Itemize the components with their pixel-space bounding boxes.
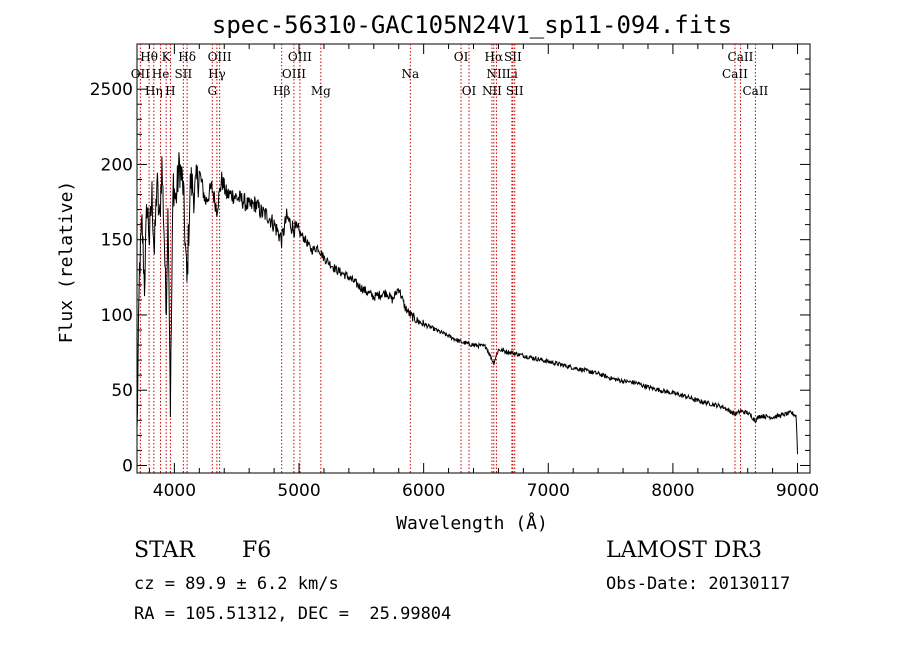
spectral-line-label: H <box>165 84 175 98</box>
y-axis-label: Flux (relative) <box>56 181 77 344</box>
y-tick-label: 0 <box>122 456 133 476</box>
spectral-line-label: OI <box>462 84 477 98</box>
x-tick-label: 8000 <box>651 481 694 501</box>
spectral-line-label: OII <box>131 67 151 81</box>
y-tick-label: 100 <box>101 306 133 326</box>
spectral-line-label: Hδ <box>178 50 196 64</box>
x-tick-label: 5000 <box>277 481 320 501</box>
spectral-line-label: K <box>162 50 172 64</box>
survey-name: LAMOST DR3 <box>606 538 762 563</box>
spectral-line-label: NII <box>482 84 502 98</box>
chart-title: spec-56310-GAC105N24V1_sp11-094.fits <box>212 11 732 39</box>
spectral-line-label: NII <box>486 67 506 81</box>
spectral-line-label: CaII <box>728 50 754 64</box>
spectral-line-label: Hη <box>145 84 163 98</box>
spectral-line-label: He <box>152 67 170 81</box>
x-tick-label: 6000 <box>402 481 445 501</box>
y-tick-label: 50 <box>111 381 133 401</box>
spectral-line-label: Mg <box>311 84 331 98</box>
spectral-line-label: SII <box>504 50 522 64</box>
spectral-line-label: SII <box>175 67 193 81</box>
spectral-line-label: Hα <box>485 50 504 64</box>
x-tick-label: 4000 <box>153 481 196 501</box>
spectral-line-label: CaII <box>722 67 748 81</box>
redshift-velocity: cz = 89.9 ± 6.2 km/s <box>134 574 339 594</box>
axis-ticks: 4000 5000 6000 7000 8000 9000 0 50 100 150 200 2500 <box>90 44 819 501</box>
spectral-line-label: OIII <box>208 50 232 64</box>
spectral-line-label: Hγ <box>208 67 226 81</box>
x-axis-label: Wavelength (Å) <box>396 512 548 534</box>
spectral-line-label: Hβ <box>273 84 290 98</box>
spectral-line-markers <box>139 44 756 473</box>
plot-frame <box>136 43 811 474</box>
object-class: STAR <box>134 538 195 563</box>
spectral-subclass: F6 <box>242 538 272 563</box>
spectral-line-label: G <box>207 84 217 98</box>
spectrum-series-line <box>136 152 798 455</box>
y-tick-label: 200 <box>101 155 133 175</box>
spectral-line-label: Li <box>506 67 518 81</box>
spectral-line-label: OIII <box>282 67 306 81</box>
spectral-line-label: OIII <box>288 50 312 64</box>
spectral-line-label: Na <box>401 67 419 81</box>
x-tick-label: 7000 <box>527 481 570 501</box>
spectral-line-label: Hθ <box>140 50 158 64</box>
sky-coordinates: RA = 105.51312, DEC = 25.99804 <box>134 604 452 624</box>
spectral-line-label: CaII <box>742 84 768 98</box>
observation-date: Obs-Date: 20130117 <box>606 574 791 594</box>
y-tick-label: 2500 <box>90 80 133 100</box>
y-tick-label: 150 <box>101 231 133 251</box>
spectral-line-label: OI <box>454 50 469 64</box>
spectral-line-label: SII <box>506 84 524 98</box>
x-tick-label: 9000 <box>776 481 819 501</box>
